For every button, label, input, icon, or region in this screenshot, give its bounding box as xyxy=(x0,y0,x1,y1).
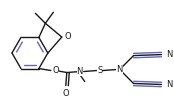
Text: O: O xyxy=(62,89,69,98)
Text: N: N xyxy=(77,67,83,76)
Text: N: N xyxy=(167,80,173,89)
Text: N: N xyxy=(116,65,123,74)
Text: S: S xyxy=(97,66,102,75)
Text: O: O xyxy=(53,66,60,75)
Text: N: N xyxy=(167,50,173,59)
Text: O: O xyxy=(65,32,71,41)
